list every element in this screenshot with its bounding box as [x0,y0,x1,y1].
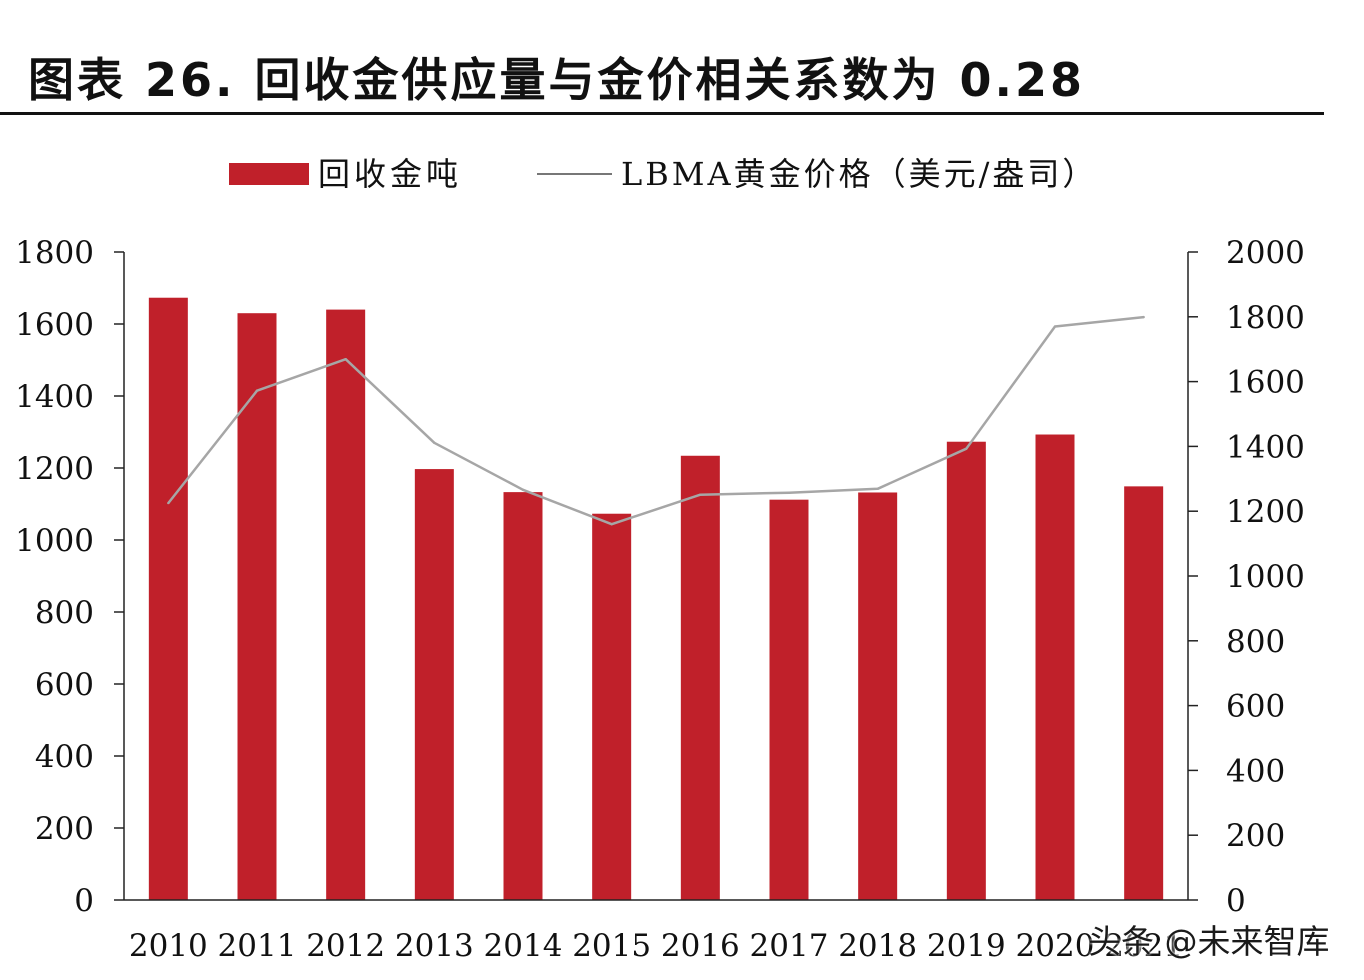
y-right-tick-label: 1400 [1226,429,1305,465]
x-tick-label: 2021 [1104,928,1183,964]
y-right-tick-label: 2000 [1226,235,1305,271]
x-tick-label: 2011 [218,928,297,964]
axes: 0 200 400 600 800 1000 1200 1400 1600 1800 0 200 400… [15,235,1305,964]
y-left-tick-label: 400 [35,739,94,775]
legend-swatch-bar [229,163,309,185]
x-tick-label: 2015 [572,928,651,964]
point-2014 [521,488,525,492]
y-right-tick-label: 200 [1226,818,1285,854]
y-right-tick-label: 600 [1226,689,1285,725]
point-2020 [1053,325,1057,328]
y-right-tick-label: 800 [1226,624,1285,660]
point-2016 [699,493,702,496]
y-left-tick-label: 1800 [15,235,94,271]
bar-2015 [592,513,632,900]
y-right-tick-label: 1200 [1226,494,1305,530]
bar-series [148,297,1164,901]
y-left-tick-label: 1400 [15,379,94,415]
point-2013 [433,441,436,445]
x-tick-label: 2013 [395,928,474,964]
y-right-tick-label: 400 [1226,753,1285,789]
y-right-tick-label: 0 [1226,883,1246,919]
y-left-tick-label: 1000 [15,523,94,559]
point-2019 [965,447,968,450]
y-left-tick-label: 800 [35,595,94,631]
legend-label-bar: 回收金吨 [318,155,462,193]
bar-2012 [326,309,366,901]
chart-title: 图表 26. 回收金供应量与金价相关系数为 0.28 [28,53,1086,107]
bar-2019 [946,441,986,900]
y-left-tick-label: 1600 [15,307,94,343]
bar-2010 [148,297,188,901]
point-2021 [1142,315,1145,319]
bar-2021 [1124,486,1164,900]
watermark: 头条 @未来智库 [1088,922,1330,961]
point-2018 [876,487,879,491]
legend: 回收金吨 LBMA黄金价格（美元/盎司） [229,155,1097,193]
x-tick-label: 2020 [1016,928,1095,964]
x-tick-label: 2016 [661,928,740,964]
point-2010 [167,501,170,505]
x-tick-label: 2012 [306,928,385,964]
x-tick-label: 2019 [927,928,1006,964]
y-right-tick-label: 1000 [1226,559,1305,595]
x-tick-label: 2017 [750,928,829,964]
point-2017 [787,491,791,494]
bar-2020 [1035,434,1075,900]
y-left-tick-label: 600 [35,667,94,703]
x-tick-label: 2018 [838,928,917,964]
x-tick-label: 2014 [484,928,563,964]
line-price [167,315,1144,526]
bar-2016 [680,455,720,900]
y-left-tick-label: 1200 [15,451,94,487]
y-right-tick-label: 1600 [1226,365,1305,401]
bar-2011 [237,313,277,900]
y-left-tick-label: 200 [35,811,94,847]
y-right-tick-label: 1800 [1226,300,1305,336]
bar-2014 [503,492,543,900]
x-tick-label: 2010 [129,928,208,964]
bar-2017 [769,499,809,900]
title-rule [0,112,1324,115]
point-2011 [255,389,259,392]
bar-2018 [858,492,898,900]
point-2012 [344,358,347,361]
legend-label-line: LBMA黄金价格（美元/盎司） [621,155,1097,193]
bar-2013 [414,469,454,900]
line-series [167,315,1145,526]
y-left-tick-label: 0 [74,883,94,919]
point-2015 [610,522,613,526]
